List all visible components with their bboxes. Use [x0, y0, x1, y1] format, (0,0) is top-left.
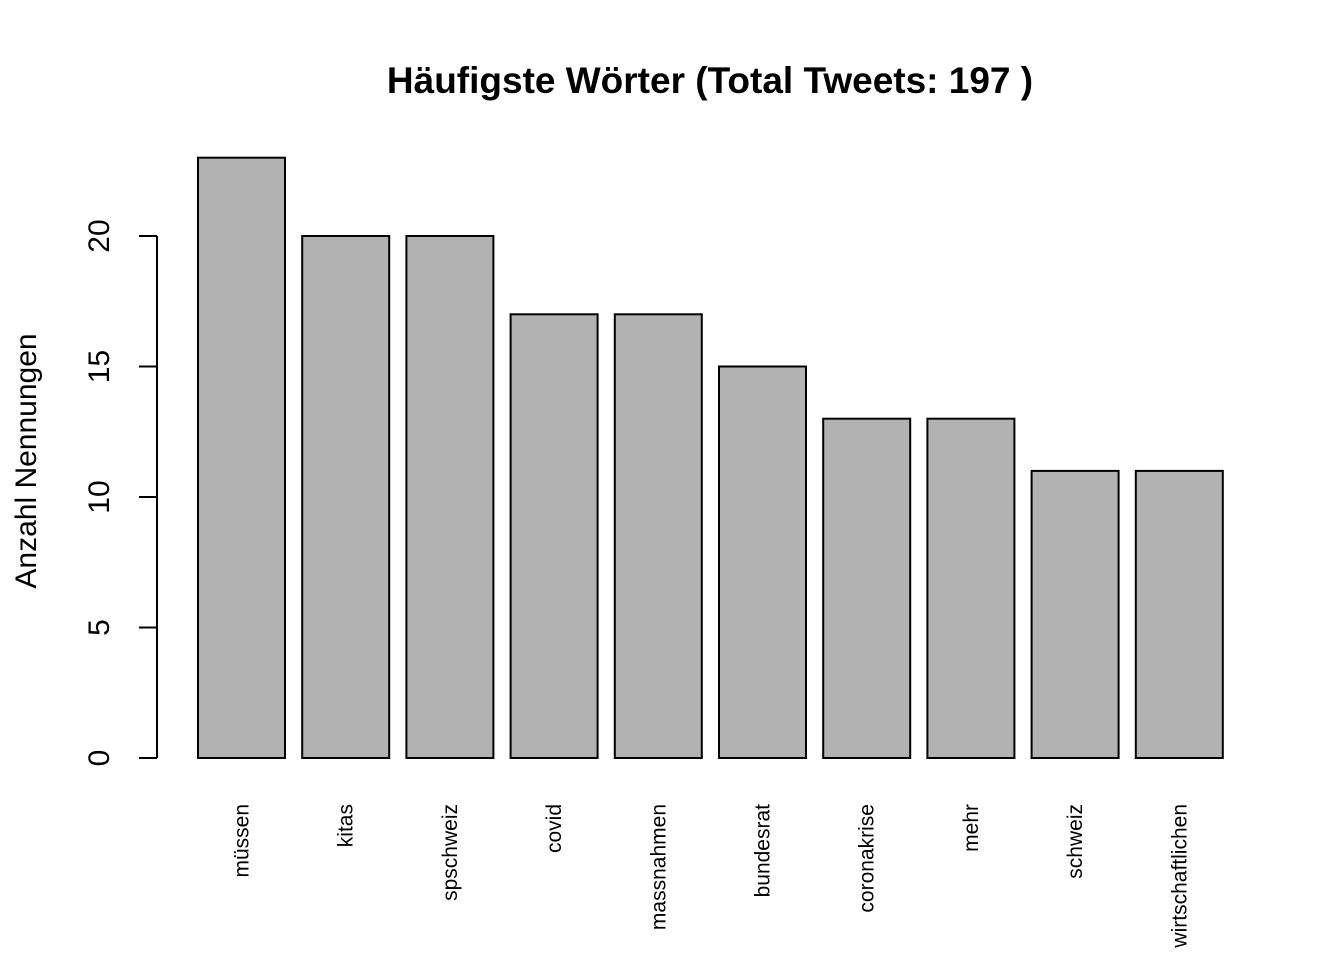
x-tick-labels: müssen kitas spschweiz covid massnahmen bunde… [231, 804, 1192, 949]
x-tick-label: bundesrat [752, 804, 775, 898]
y-axis: 0 5 10 15 20 [83, 219, 158, 767]
bar-spschweiz [405, 235, 495, 759]
x-tick-label: mehr [960, 804, 983, 852]
bar-mehr [926, 417, 1016, 759]
x-tick-label: müssen [231, 804, 254, 878]
bar-massnahmen [613, 313, 703, 759]
y-axis-label: Anzahl Nennungen [10, 333, 43, 588]
bar-covid [509, 313, 599, 759]
x-tick-label: kitas [335, 804, 358, 847]
x-tick-label: coronakrise [856, 804, 879, 913]
bar-bundesrat [718, 365, 807, 759]
x-tick-label: massnahmen [647, 804, 670, 930]
bar-schweiz [1030, 469, 1120, 759]
y-tick-label: 0 [83, 750, 116, 767]
y-tick-label: 15 [83, 350, 116, 383]
x-tick-label: schweiz [1064, 804, 1087, 879]
chart-title: Häufigste Wörter (Total Tweets: 197 ) [387, 60, 1033, 101]
y-tick-label: 5 [83, 619, 116, 636]
bar-kitas [301, 235, 391, 759]
bar-coronakrise [822, 417, 912, 759]
x-tick-label: spschweiz [439, 804, 462, 901]
y-tick-label: 20 [83, 219, 116, 252]
bar-müssen [197, 156, 286, 759]
bar-wirtschaftlichen [1134, 469, 1224, 759]
x-tick-label: covid [543, 804, 566, 853]
x-tick-label: wirtschaftlichen [1168, 804, 1191, 949]
y-tick-label: 10 [83, 480, 116, 513]
bars-group [197, 156, 1224, 759]
